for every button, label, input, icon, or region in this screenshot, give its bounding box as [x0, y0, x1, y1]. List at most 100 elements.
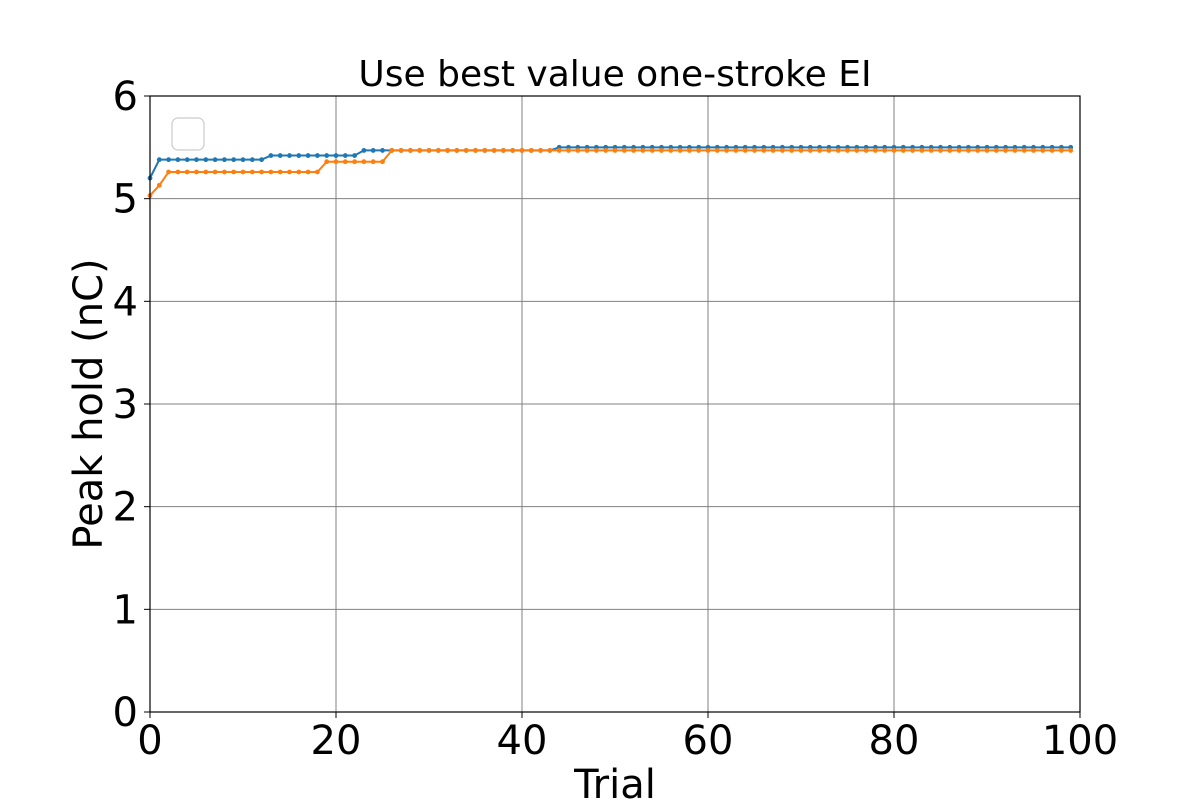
series-2-point — [910, 148, 915, 153]
series-2-point — [342, 159, 348, 165]
y-axis-title: Peak hold (nC) — [66, 258, 112, 549]
series-2-point — [175, 169, 181, 175]
series-2-point — [380, 159, 385, 165]
series-2-point — [575, 148, 581, 153]
series-2-point — [835, 148, 841, 153]
series-2-point — [231, 169, 237, 175]
series-2-point — [510, 148, 516, 153]
series-2-point — [473, 148, 478, 153]
series-2-point — [463, 148, 469, 153]
series-1-point — [259, 157, 264, 163]
series-2-point — [184, 169, 190, 175]
series-2-point — [1059, 148, 1064, 153]
series-1-point — [342, 153, 348, 158]
series-2-point — [1003, 148, 1008, 153]
series-2-point — [1040, 148, 1046, 153]
series-2-point — [556, 148, 562, 153]
x-tick-label: 100 — [1042, 718, 1118, 764]
series-2-point — [482, 148, 488, 153]
series-2-point — [798, 148, 804, 153]
y-tick-label: 5 — [113, 177, 138, 223]
series-2-point — [398, 148, 404, 153]
series-2-point — [1031, 148, 1036, 153]
series-2-point — [194, 169, 199, 175]
series-2-point — [873, 148, 878, 153]
series-1-point — [175, 157, 181, 163]
y-tick-label: 1 — [113, 587, 138, 633]
series-1-point — [315, 153, 320, 158]
series-2-point — [696, 148, 702, 153]
series-2-point — [714, 148, 720, 153]
series-1-point — [277, 153, 283, 158]
series-2-point — [640, 148, 646, 153]
series-1-point — [361, 148, 367, 153]
y-tick-labels: 0 1 2 3 4 5 6 — [113, 74, 150, 736]
series-2-point — [324, 159, 330, 165]
series-2-point — [863, 148, 869, 153]
series-2-point — [547, 148, 553, 153]
series-2-point — [900, 148, 906, 153]
series-1-point — [184, 157, 190, 163]
series-1-point — [231, 157, 237, 163]
series-2-point — [928, 148, 934, 153]
series-2-point — [584, 148, 590, 153]
series-2-point — [1049, 148, 1055, 153]
x-tick-label: 20 — [311, 718, 362, 764]
series-2-point — [956, 148, 962, 153]
series-2-point — [984, 148, 990, 153]
series-2-point — [649, 148, 655, 153]
series-2-point — [454, 148, 460, 153]
series-2-point — [761, 148, 767, 153]
series-1-point — [324, 153, 330, 158]
series-2-point — [752, 148, 757, 153]
series-2-point — [817, 148, 822, 153]
chart-title: Use best value one-stroke EI — [358, 54, 871, 95]
series-2-point — [212, 169, 218, 175]
series-2-point — [807, 148, 813, 153]
series-2-point — [305, 169, 311, 175]
y-tick-label: 2 — [113, 485, 138, 531]
series-1-point — [212, 157, 218, 163]
x-tick-label: 0 — [137, 718, 162, 764]
series-1-point — [222, 157, 227, 163]
series-2-line — [149, 149, 1071, 197]
series-2-point — [677, 148, 683, 153]
series-2-point — [724, 148, 729, 153]
series-1-point — [194, 157, 199, 163]
x-tick-label: 80 — [869, 718, 920, 764]
series-2-point — [259, 169, 264, 175]
series-2-point — [240, 169, 246, 175]
series-2-point — [268, 169, 274, 175]
series-1-point — [287, 153, 292, 158]
series-1-point — [203, 157, 209, 163]
series-2-point — [882, 148, 888, 153]
y-tick-label: 4 — [113, 279, 138, 325]
series-2-point — [249, 169, 255, 175]
series-2-point — [891, 148, 897, 153]
series-1-point — [268, 153, 274, 158]
x-axis-title: Trial — [573, 762, 656, 800]
series-2-point — [287, 169, 292, 175]
series-2-point — [845, 148, 850, 153]
series-1-point — [380, 148, 385, 153]
series-2-point — [854, 148, 860, 153]
series-2-point — [612, 148, 618, 153]
grid — [149, 95, 1081, 713]
series-2-point — [352, 159, 357, 165]
series-2-point — [826, 148, 832, 153]
series-2-point — [687, 148, 692, 153]
series-2-point — [426, 148, 432, 153]
series-2-point — [603, 148, 609, 153]
series-1-point — [166, 157, 172, 163]
series-2-point — [156, 182, 162, 188]
series-2-point — [408, 148, 413, 153]
series-2-point — [621, 148, 627, 153]
series-2-point — [333, 159, 339, 165]
y-tick-label: 6 — [113, 74, 138, 120]
series-2-point — [668, 148, 674, 153]
series-2-point — [1012, 148, 1018, 153]
series-2-point — [519, 148, 525, 153]
series-2-point — [659, 148, 664, 153]
series-2-point — [501, 148, 506, 153]
series-2-point — [166, 169, 172, 175]
